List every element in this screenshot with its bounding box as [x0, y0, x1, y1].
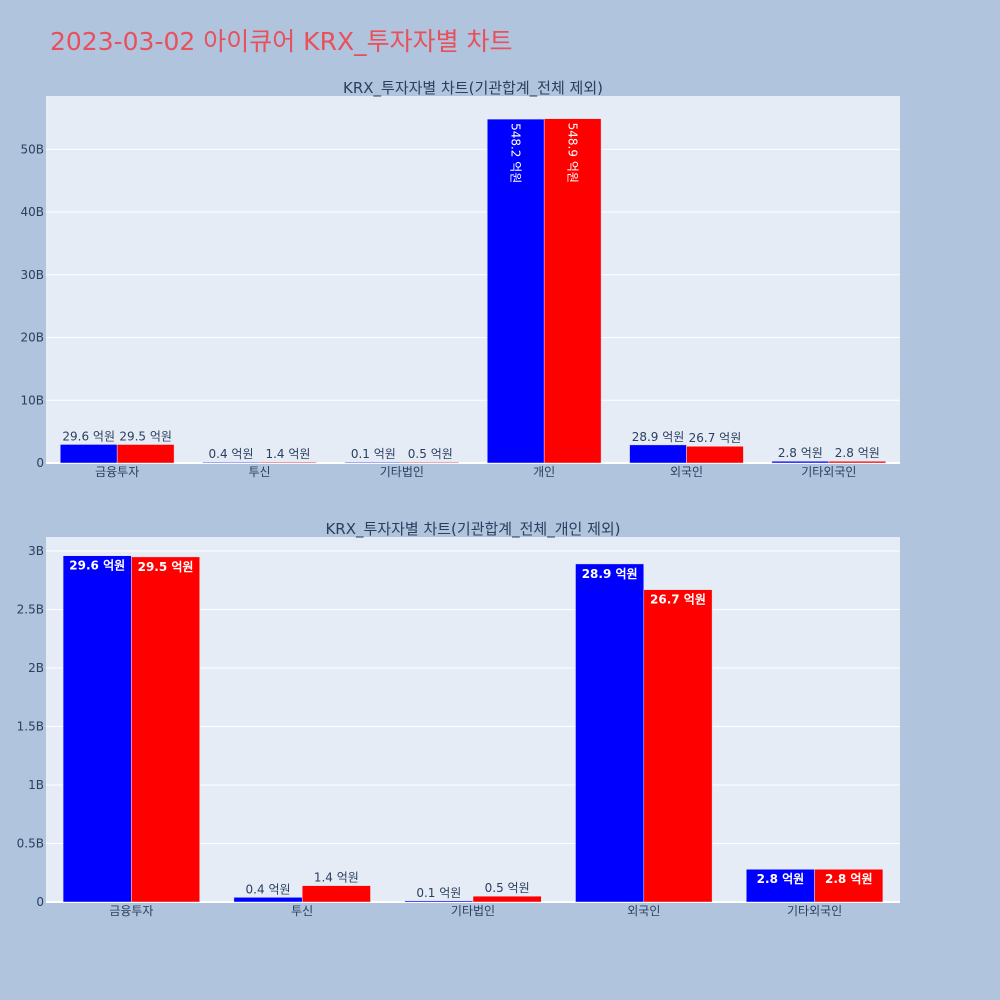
- data-label: 29.6 억원: [69, 559, 125, 573]
- y-tick-label: 30B: [20, 268, 44, 282]
- data-label: 548.9 억원: [566, 123, 580, 183]
- data-label: 1.4 억원: [265, 447, 310, 461]
- data-label: 2.8 억원: [757, 872, 805, 886]
- bar: [233, 897, 303, 903]
- chart-subtitle: KRX_투자자별 차트(기관합계_전체_개인 제외): [325, 520, 620, 539]
- data-label: 0.5 억원: [408, 447, 453, 461]
- data-label: 29.5 억원: [138, 560, 194, 574]
- x-tick-label: 금융투자: [109, 904, 153, 918]
- x-tick-label: 기타외국인: [787, 904, 842, 918]
- bar: [404, 900, 474, 903]
- bar: [575, 563, 645, 903]
- bar: [828, 460, 887, 464]
- y-tick-label: 0: [36, 456, 44, 470]
- y-tick-label: 0.5B: [17, 837, 44, 851]
- x-tick-label: 외국인: [670, 465, 703, 479]
- x-tick-label: 기타법인: [451, 904, 495, 918]
- y-tick-label: 40B: [20, 205, 44, 219]
- y-tick-label: 3B: [28, 544, 44, 558]
- y-tick-label: 2B: [28, 661, 44, 675]
- y-tick-label: 2.5B: [17, 603, 44, 617]
- bar: [486, 118, 545, 464]
- y-tick-label: 1.5B: [17, 720, 44, 734]
- y-tick-label: 10B: [20, 393, 44, 407]
- data-label: 26.7 억원: [689, 431, 742, 445]
- chart-bottom: 0 0.5B 1B 1.5B 2B 2.5B 3B KRX_투자자별 차트(기관합계_전체_개…: [17, 520, 900, 918]
- data-label: 29.5 억원: [119, 429, 172, 443]
- bar: [746, 868, 815, 903]
- bar: [401, 461, 460, 464]
- data-label: 548.2 억원: [509, 123, 523, 183]
- plot-area: [46, 96, 900, 463]
- data-label: 1.4 억원: [314, 871, 359, 885]
- x-tick-label: 투신: [291, 904, 313, 918]
- bar: [116, 444, 175, 464]
- data-label: 26.7 억원: [650, 593, 706, 607]
- page-title: 2023-03-02 아이큐어 KRX_투자자별 차트: [50, 27, 513, 56]
- x-tick-label: 개인: [533, 465, 555, 479]
- data-label: 28.9 억원: [582, 567, 638, 581]
- x-tick-label: 외국인: [627, 904, 660, 918]
- bar: [62, 555, 132, 903]
- bar: [472, 895, 542, 903]
- y-tick-label: 0: [36, 895, 44, 909]
- data-label: 29.6 억원: [62, 429, 115, 443]
- data-label: 2.8 억원: [835, 446, 880, 460]
- y-tick-label: 20B: [20, 331, 44, 345]
- chart-top: 0 10B 20B 30B 40B 50B KRX_투자자별 차트(기관합계_전체 제외) 금…: [20, 79, 900, 479]
- x-tick-label: 금융투자: [95, 465, 139, 479]
- chart-subtitle: KRX_투자자별 차트(기관합계_전체 제외): [343, 79, 603, 98]
- data-label: 0.5 억원: [485, 881, 530, 895]
- bar: [686, 445, 744, 464]
- y-tick-label: 50B: [20, 142, 44, 156]
- x-tick-label: 기타법인: [380, 465, 424, 479]
- data-label: 0.4 억원: [209, 447, 254, 461]
- bar: [814, 868, 884, 903]
- data-label: 0.1 억원: [351, 447, 396, 461]
- data-label: 0.4 억원: [246, 882, 291, 896]
- data-label: 0.1 억원: [416, 886, 461, 900]
- data-label: 2.8 억원: [778, 446, 823, 460]
- data-label: 28.9 억원: [632, 430, 685, 444]
- bar: [301, 885, 371, 903]
- bar: [131, 556, 200, 903]
- bar: [259, 461, 317, 464]
- bar: [543, 118, 602, 464]
- x-tick-label: 기타외국인: [801, 465, 856, 479]
- x-tick-label: 투신: [248, 465, 270, 479]
- y-tick-label: 1B: [28, 778, 44, 792]
- bar: [643, 589, 713, 903]
- data-label: 2.8 억원: [825, 872, 873, 886]
